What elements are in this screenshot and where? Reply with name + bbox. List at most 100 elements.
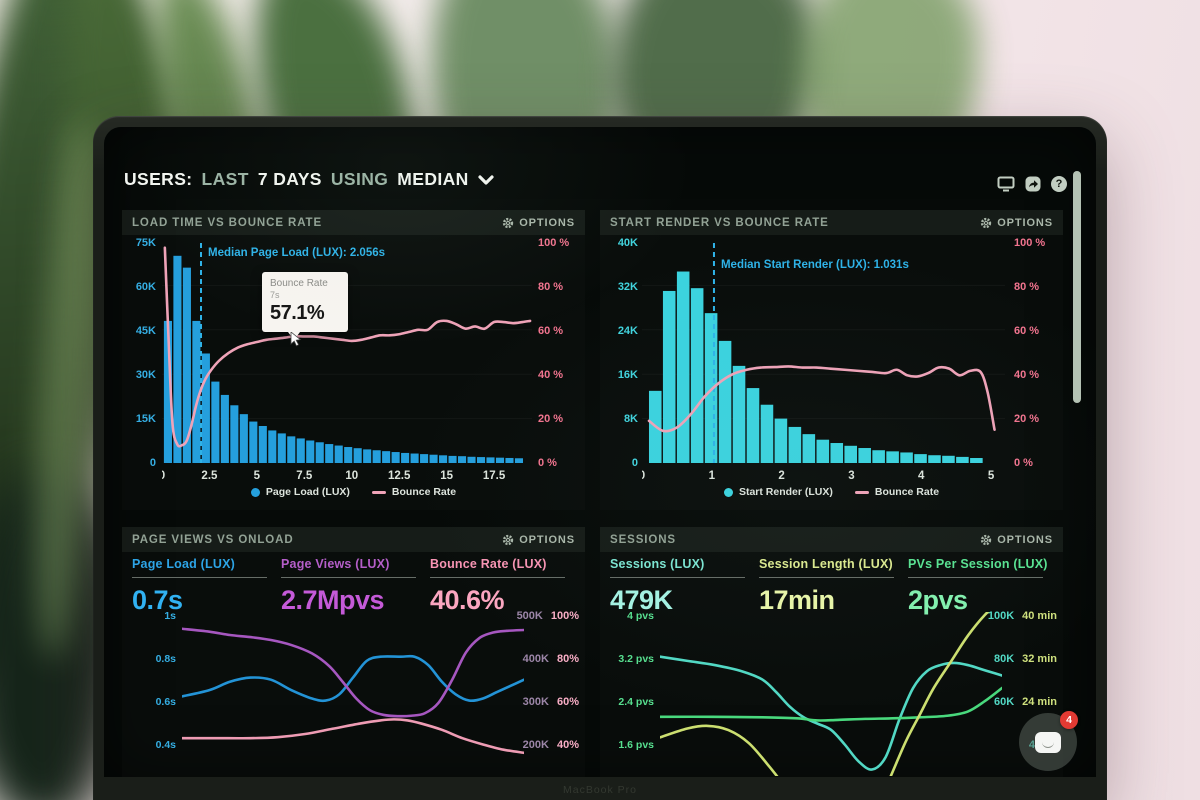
metric-block: Page Views (LUX) 2.7Mpvs bbox=[281, 557, 430, 616]
y-axis-left: 40K 32K 24K 16K 8K 0 bbox=[604, 237, 638, 469]
help-icon: ? bbox=[1051, 176, 1067, 192]
header-toolbar: ? bbox=[997, 176, 1067, 192]
title-segment: LAST bbox=[201, 169, 249, 189]
svg-text:Median Start Render (LUX): 1.0: Median Start Render (LUX): 1.031s bbox=[721, 259, 909, 271]
title-segment: MEDIAN bbox=[397, 169, 469, 189]
start-render-chart: Median Start Render (LUX): 1.031s 0 1 2 3 4 5 bbox=[642, 243, 1005, 482]
axis-tick-label: 200K bbox=[522, 739, 549, 751]
metric-value: 17min bbox=[759, 585, 835, 615]
legend-marker bbox=[854, 490, 869, 494]
svg-text:7.5: 7.5 bbox=[296, 470, 313, 482]
options-button[interactable]: OPTIONS bbox=[502, 217, 575, 229]
axis-tick-label: 100K bbox=[987, 610, 1015, 622]
metric-label: Session Length (LUX) bbox=[759, 557, 893, 571]
metric-block: Session Length (LUX) 17min bbox=[759, 557, 908, 616]
panel-header: SESSIONS OPTIONS bbox=[600, 527, 1063, 552]
axis-tick-label: 0 bbox=[149, 457, 156, 469]
axis-tick-label: 32 min bbox=[1022, 653, 1057, 665]
legend-label: Page Load (LUX) bbox=[265, 486, 350, 498]
chat-bubble-icon bbox=[1035, 731, 1061, 753]
axis-tick-label: 3.2 pvs bbox=[618, 653, 654, 665]
axis-tick-label: 0.4s bbox=[155, 739, 176, 751]
share-icon-button[interactable] bbox=[1025, 176, 1041, 192]
chart-legend: Page Load (LUX) Bounce Rate bbox=[122, 486, 585, 498]
y-axis-left: 75K 60K 45K 30K 15K 0 bbox=[124, 237, 156, 469]
panel-title: SESSIONS bbox=[610, 533, 676, 546]
axis-tick-label: 0 % bbox=[1014, 457, 1033, 469]
legend-marker bbox=[250, 487, 260, 497]
title-segment: 7 DAYS bbox=[257, 169, 322, 189]
axis-tick-label: 20 % bbox=[538, 413, 564, 425]
metric-value: 2.7Mpvs bbox=[281, 585, 385, 615]
axis-tick-label: 8K bbox=[623, 413, 638, 425]
axis-tick-label: 20 % bbox=[1014, 413, 1040, 425]
panel-title: PAGE VIEWS VS ONLOAD bbox=[132, 533, 294, 546]
axis-tick-label: 15K bbox=[135, 413, 156, 425]
axis-tick-label: 40 min bbox=[1022, 610, 1057, 622]
gear-icon bbox=[503, 217, 514, 228]
options-label: OPTIONS bbox=[997, 216, 1053, 229]
dashboard-title-dropdown[interactable]: USERS: LAST 7 DAYS USING MEDIAN bbox=[124, 169, 494, 190]
metric-label: Sessions (LUX) bbox=[610, 557, 705, 571]
axis-tick-label: 24 min bbox=[1022, 696, 1057, 708]
options-button[interactable]: OPTIONS bbox=[502, 534, 575, 546]
axis-tick-label: 1s bbox=[164, 610, 176, 622]
right-axis-row: 300K 60% bbox=[501, 697, 579, 708]
axis-tick-label: 1.6 pvs bbox=[618, 739, 654, 751]
axis-tick-label: 24K bbox=[617, 325, 638, 337]
svg-text:15: 15 bbox=[440, 470, 453, 482]
laptop-bezel-chin: MacBook Pro bbox=[93, 780, 1107, 800]
y-axis-left: 1s 0.8s 0.6s 0.4s bbox=[122, 611, 176, 751]
chat-widget-button[interactable]: 4 bbox=[1019, 711, 1078, 771]
axis-tick-label: 0 bbox=[631, 457, 638, 469]
options-label: OPTIONS bbox=[519, 216, 575, 229]
axis-tick-label: 60 % bbox=[538, 325, 564, 337]
scrollbar[interactable] bbox=[1073, 171, 1081, 403]
axis-tick-label: 80 % bbox=[538, 281, 564, 293]
options-button[interactable]: OPTIONS bbox=[980, 217, 1053, 229]
panel-header: PAGE VIEWS VS ONLOAD OPTIONS bbox=[122, 527, 585, 552]
svg-text:2: 2 bbox=[778, 470, 784, 482]
tooltip-title: Bounce Rate bbox=[270, 278, 328, 289]
title-segment: USING bbox=[330, 169, 389, 189]
metric-label: Page Load (LUX) bbox=[132, 557, 236, 571]
display-icon-button[interactable] bbox=[997, 176, 1015, 192]
chat-unread-badge: 4 bbox=[1060, 711, 1078, 729]
axis-tick-label: 2.4 pvs bbox=[618, 696, 654, 708]
axis-tick-label: 16K bbox=[617, 369, 638, 381]
panel-title: LOAD TIME VS BOUNCE RATE bbox=[132, 216, 323, 229]
svg-text:12.5: 12.5 bbox=[388, 470, 411, 482]
right-axis-row: 100K 40 min bbox=[979, 611, 1057, 622]
metric-block: Page Load (LUX) 0.7s bbox=[132, 557, 281, 616]
axis-tick-label: 4 pvs bbox=[627, 610, 654, 622]
metric-value: 0.7s bbox=[132, 585, 183, 615]
right-axis-row: 500K 100% bbox=[501, 611, 579, 622]
svg-text:1: 1 bbox=[709, 470, 716, 482]
axis-tick-label: 60K bbox=[993, 696, 1015, 708]
mouse-cursor bbox=[290, 332, 302, 347]
right-axis-row: 400K 80% bbox=[501, 654, 579, 665]
metric-underline bbox=[759, 577, 894, 578]
axis-tick-label: 75K bbox=[135, 237, 156, 249]
svg-text:3: 3 bbox=[848, 470, 854, 482]
options-button[interactable]: OPTIONS bbox=[980, 534, 1053, 546]
metric-block: PVs Per Session (LUX) 2pvs bbox=[908, 557, 1057, 616]
metric-underline bbox=[281, 577, 416, 578]
metrics-row: Page Load (LUX) 0.7s Page Views (LUX) 2.7Mp… bbox=[132, 557, 579, 616]
title-segment: USERS: bbox=[124, 169, 193, 189]
axis-tick-label: 32K bbox=[617, 281, 638, 293]
options-label: OPTIONS bbox=[997, 533, 1053, 546]
metric-value: 479K bbox=[610, 585, 673, 615]
panel-sessions: SESSIONS OPTIONS Sessions (LUX) 479K Sessi… bbox=[600, 527, 1063, 777]
metric-label: PVs Per Session (LUX) bbox=[908, 557, 1048, 571]
load-time-chart: Median Page Load (LUX): 2.056s 0 2.5 5 7.5 10… bbox=[162, 243, 532, 482]
panel-title: START RENDER VS BOUNCE RATE bbox=[610, 216, 829, 229]
metric-value: 40.6% bbox=[430, 585, 505, 615]
y-axis-right: 500K 100% 400K 80% 300K 60% 200K 40% bbox=[501, 611, 579, 751]
axis-tick-label: 80% bbox=[556, 653, 579, 665]
axis-tick-label: 40K bbox=[617, 237, 638, 249]
help-icon-button[interactable]: ? bbox=[1051, 176, 1067, 192]
svg-text:5: 5 bbox=[254, 470, 261, 482]
legend-marker bbox=[371, 490, 386, 494]
